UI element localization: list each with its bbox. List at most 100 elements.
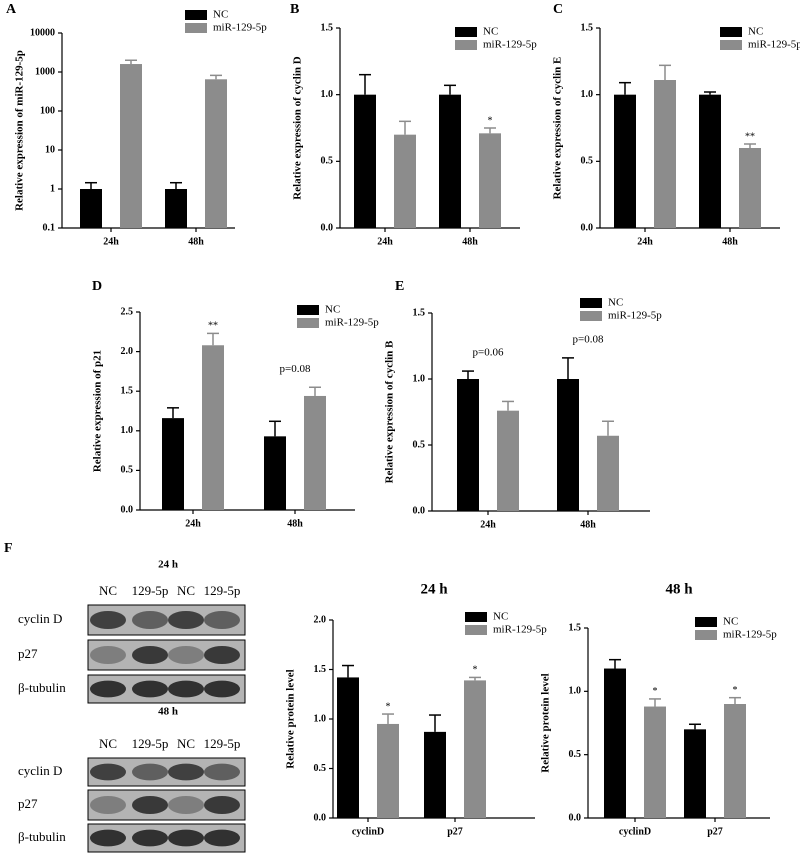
lane-label: 129-5p bbox=[132, 736, 169, 751]
legend-label: miR-129-5p bbox=[608, 310, 662, 322]
y-tick-label: 1.0 bbox=[581, 89, 594, 100]
x-tick-label: 24h bbox=[377, 236, 393, 247]
legend-swatch bbox=[297, 305, 319, 315]
blot-band bbox=[204, 646, 240, 664]
blot-band bbox=[168, 646, 204, 664]
row-label: cyclin D bbox=[18, 611, 62, 626]
y-tick-label: 1.5 bbox=[413, 307, 426, 318]
lane-label: NC bbox=[99, 736, 117, 751]
bar bbox=[337, 677, 359, 818]
legend-swatch bbox=[455, 27, 477, 37]
legend-swatch bbox=[695, 630, 717, 640]
blot-band bbox=[90, 763, 126, 781]
y-tick-label: 0.5 bbox=[413, 439, 426, 450]
blot-band bbox=[204, 829, 240, 847]
x-tick-label: 48h bbox=[462, 236, 478, 247]
y-tick-label: 1000 bbox=[35, 66, 55, 77]
blot-band bbox=[132, 796, 168, 814]
legend-label: NC bbox=[493, 611, 508, 623]
bar bbox=[699, 94, 721, 229]
legend-label: miR-129-5p bbox=[213, 22, 267, 34]
blot-band bbox=[204, 763, 240, 781]
blot-band bbox=[204, 611, 240, 629]
x-tick-label: 48h bbox=[188, 236, 204, 247]
y-axis-label: Relative protein level bbox=[540, 673, 552, 772]
bar bbox=[165, 189, 187, 228]
legend-label: miR-129-5p bbox=[723, 629, 777, 641]
legend-label: NC bbox=[608, 297, 623, 309]
bar bbox=[724, 704, 746, 818]
bar bbox=[497, 410, 519, 511]
p-value-label: p=0.08 bbox=[573, 333, 604, 345]
bar bbox=[684, 729, 706, 818]
y-tick-label: 0.0 bbox=[314, 812, 327, 823]
blot-band bbox=[132, 763, 168, 781]
y-tick-label: 0.5 bbox=[314, 763, 327, 774]
bar bbox=[354, 94, 376, 229]
y-tick-label: 0.0 bbox=[121, 504, 134, 515]
y-tick-label: 0.0 bbox=[581, 222, 594, 233]
blot-band bbox=[90, 796, 126, 814]
bar bbox=[439, 94, 461, 229]
blot-band bbox=[168, 796, 204, 814]
panel-letter: E bbox=[395, 279, 404, 294]
x-tick-label: cyclinD bbox=[619, 826, 651, 837]
x-tick-label: 48h bbox=[722, 236, 738, 247]
significance-label: * bbox=[653, 686, 658, 697]
significance-label: * bbox=[733, 685, 738, 696]
x-tick-label: cyclinD bbox=[352, 826, 384, 837]
legend-swatch bbox=[185, 10, 207, 20]
blot-band bbox=[204, 796, 240, 814]
bar bbox=[654, 80, 676, 228]
y-tick-label: 0.5 bbox=[569, 749, 582, 760]
blot-band bbox=[168, 763, 204, 781]
chart-title: 24 h bbox=[420, 581, 448, 597]
legend-swatch bbox=[580, 311, 602, 321]
bar bbox=[557, 379, 579, 511]
lane-label: NC bbox=[177, 736, 195, 751]
legend-swatch bbox=[695, 617, 717, 627]
bar bbox=[739, 148, 761, 228]
y-tick-label: 2.0 bbox=[121, 346, 134, 357]
y-tick-label: 0.0 bbox=[413, 505, 426, 516]
bar bbox=[120, 64, 142, 228]
lane-label: NC bbox=[99, 583, 117, 598]
panel-letter: C bbox=[553, 2, 563, 17]
y-tick-label: 100 bbox=[40, 105, 55, 116]
y-tick-label: 0.0 bbox=[321, 222, 334, 233]
legend-label: NC bbox=[723, 616, 738, 628]
lane-label: 129-5p bbox=[132, 583, 169, 598]
bar bbox=[604, 668, 626, 818]
y-tick-label: 10 bbox=[45, 144, 55, 155]
bar bbox=[464, 680, 486, 818]
bar bbox=[644, 706, 666, 818]
bar bbox=[614, 94, 636, 229]
y-tick-label: 0.5 bbox=[581, 156, 594, 167]
y-tick-label: 2.0 bbox=[314, 614, 327, 625]
legend-label: NC bbox=[748, 26, 763, 38]
p-value-label: p=0.08 bbox=[280, 363, 311, 375]
legend-label: miR-129-5p bbox=[748, 39, 800, 51]
bar bbox=[479, 133, 501, 228]
bar bbox=[377, 723, 399, 818]
bar bbox=[424, 731, 446, 818]
panel-letter: D bbox=[92, 279, 102, 294]
bar bbox=[80, 189, 102, 228]
panel-letter: A bbox=[6, 2, 17, 17]
bar bbox=[457, 379, 479, 511]
panel-letter: B bbox=[290, 2, 299, 17]
y-axis-label: Relative expression of cyclin E bbox=[552, 57, 564, 200]
significance-label: * bbox=[386, 701, 391, 712]
panel-letter: F bbox=[4, 541, 13, 556]
x-tick-label: p27 bbox=[447, 826, 463, 837]
y-tick-label: 1.0 bbox=[413, 373, 426, 384]
y-axis-label: Relative expression of p21 bbox=[92, 350, 104, 472]
bar bbox=[202, 345, 224, 510]
bar bbox=[205, 79, 227, 228]
lane-label: NC bbox=[177, 583, 195, 598]
y-tick-label: 1.0 bbox=[121, 425, 134, 436]
y-tick-label: 1.5 bbox=[569, 622, 582, 633]
legend-swatch bbox=[720, 40, 742, 50]
blot-band bbox=[168, 829, 204, 847]
blot-band bbox=[132, 680, 168, 698]
